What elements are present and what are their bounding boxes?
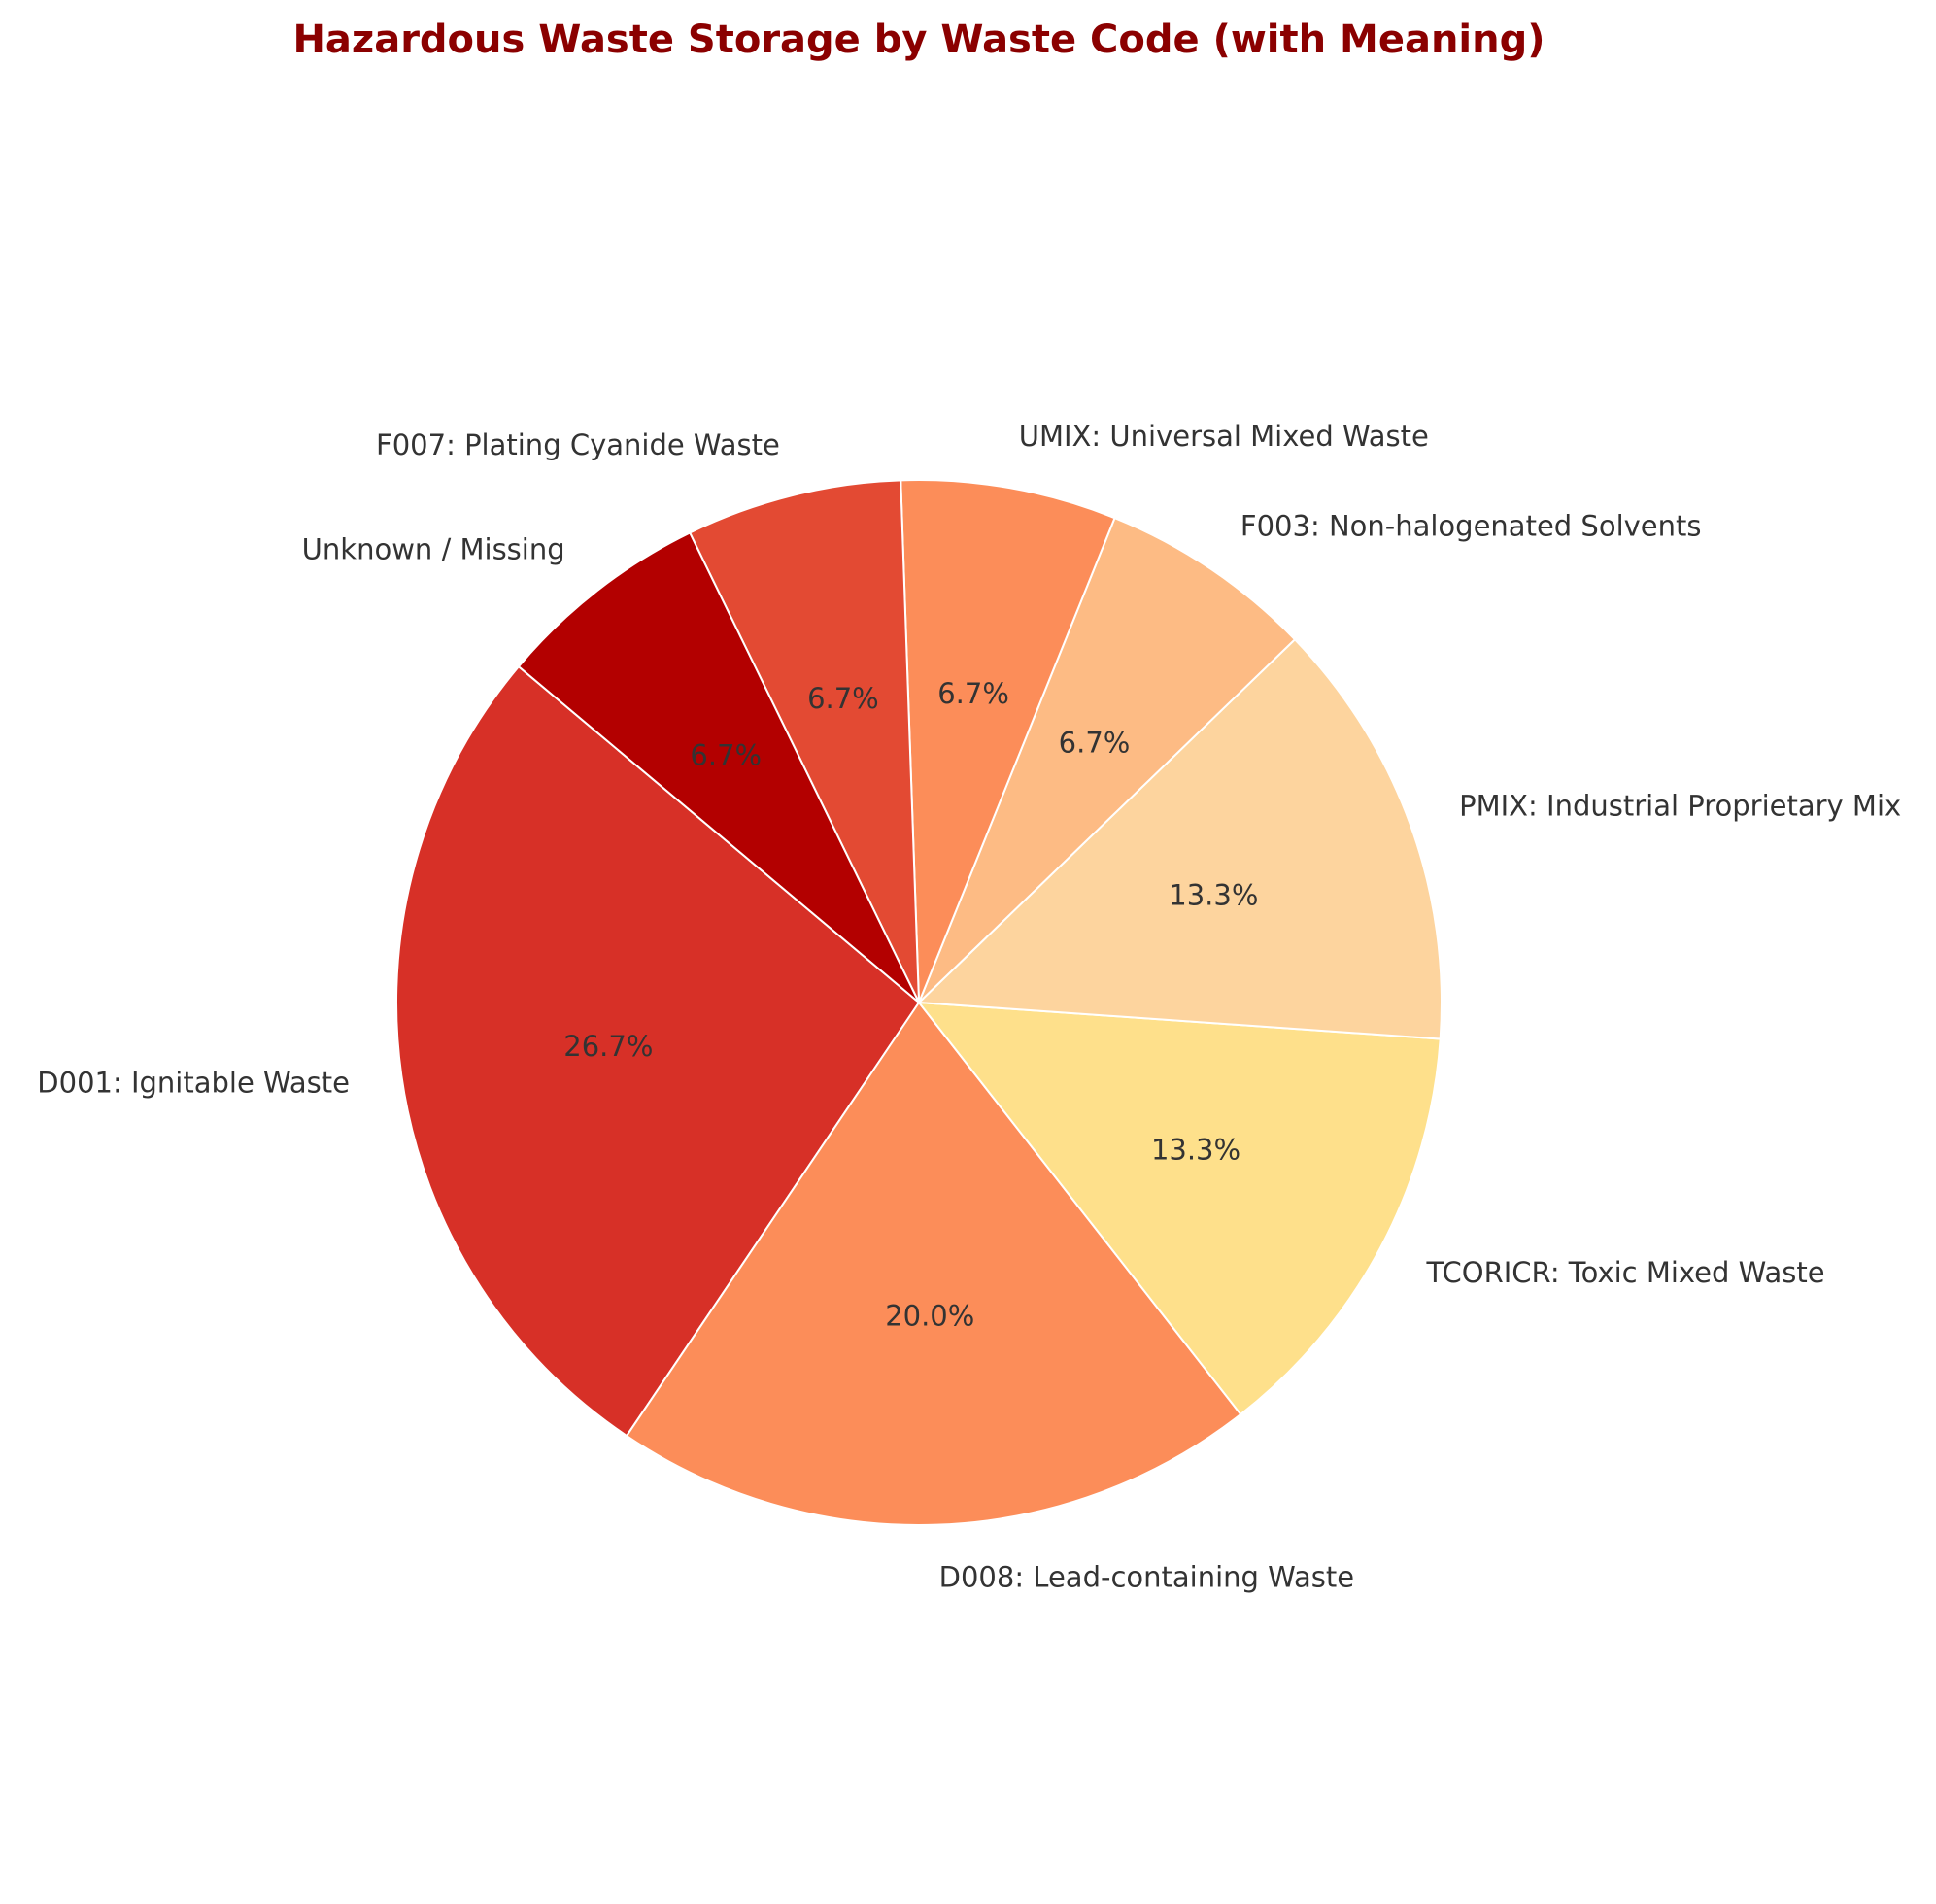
pie-slice [916,637,1444,1040]
slice-percent-label: 13.3% [1169,879,1258,912]
slice-label: UMIX: Universal Mixed Waste [1019,420,1429,453]
pie-slice [625,1001,1242,1526]
slice-percent-label: 6.7% [937,677,1009,710]
pie-slice [900,479,1116,1003]
slice-label: D001: Ignitable Waste [37,1066,350,1099]
slice-percent-label: 20.0% [885,1300,974,1333]
slice-label: D008: Lead-containing Waste [939,1560,1354,1593]
slice-percent-label: 13.3% [1151,1134,1240,1167]
pie-slice [688,479,920,1003]
pie-slice [916,1001,1442,1416]
slice-label: F007: Plating Cyanide Waste [376,428,780,461]
slice-label: PMIX: Industrial Proprietary Mix [1459,790,1901,823]
slice-percent-label: 26.7% [563,1030,653,1063]
slice-label: TCORICR: Toxic Mixed Waste [1426,1256,1825,1289]
pie-labels: D001: Ignitable Waste 26.7% D008: Lead-con… [37,420,1901,1593]
slice-label: F003: Non-halogenated Solvents [1240,509,1702,542]
chart-title: Hazardous Waste Storage by Waste Code (w… [292,17,1545,62]
slice-percent-label: 6.7% [690,739,762,772]
pie-slice [918,516,1297,1003]
pie-slices [395,479,1444,1526]
slice-percent-label: 6.7% [1059,726,1131,759]
slice-label: Unknown / Missing [302,533,565,566]
pie-slice [395,664,921,1438]
slice-percent-label: 6.7% [807,682,879,715]
pie-slice [517,531,920,1003]
